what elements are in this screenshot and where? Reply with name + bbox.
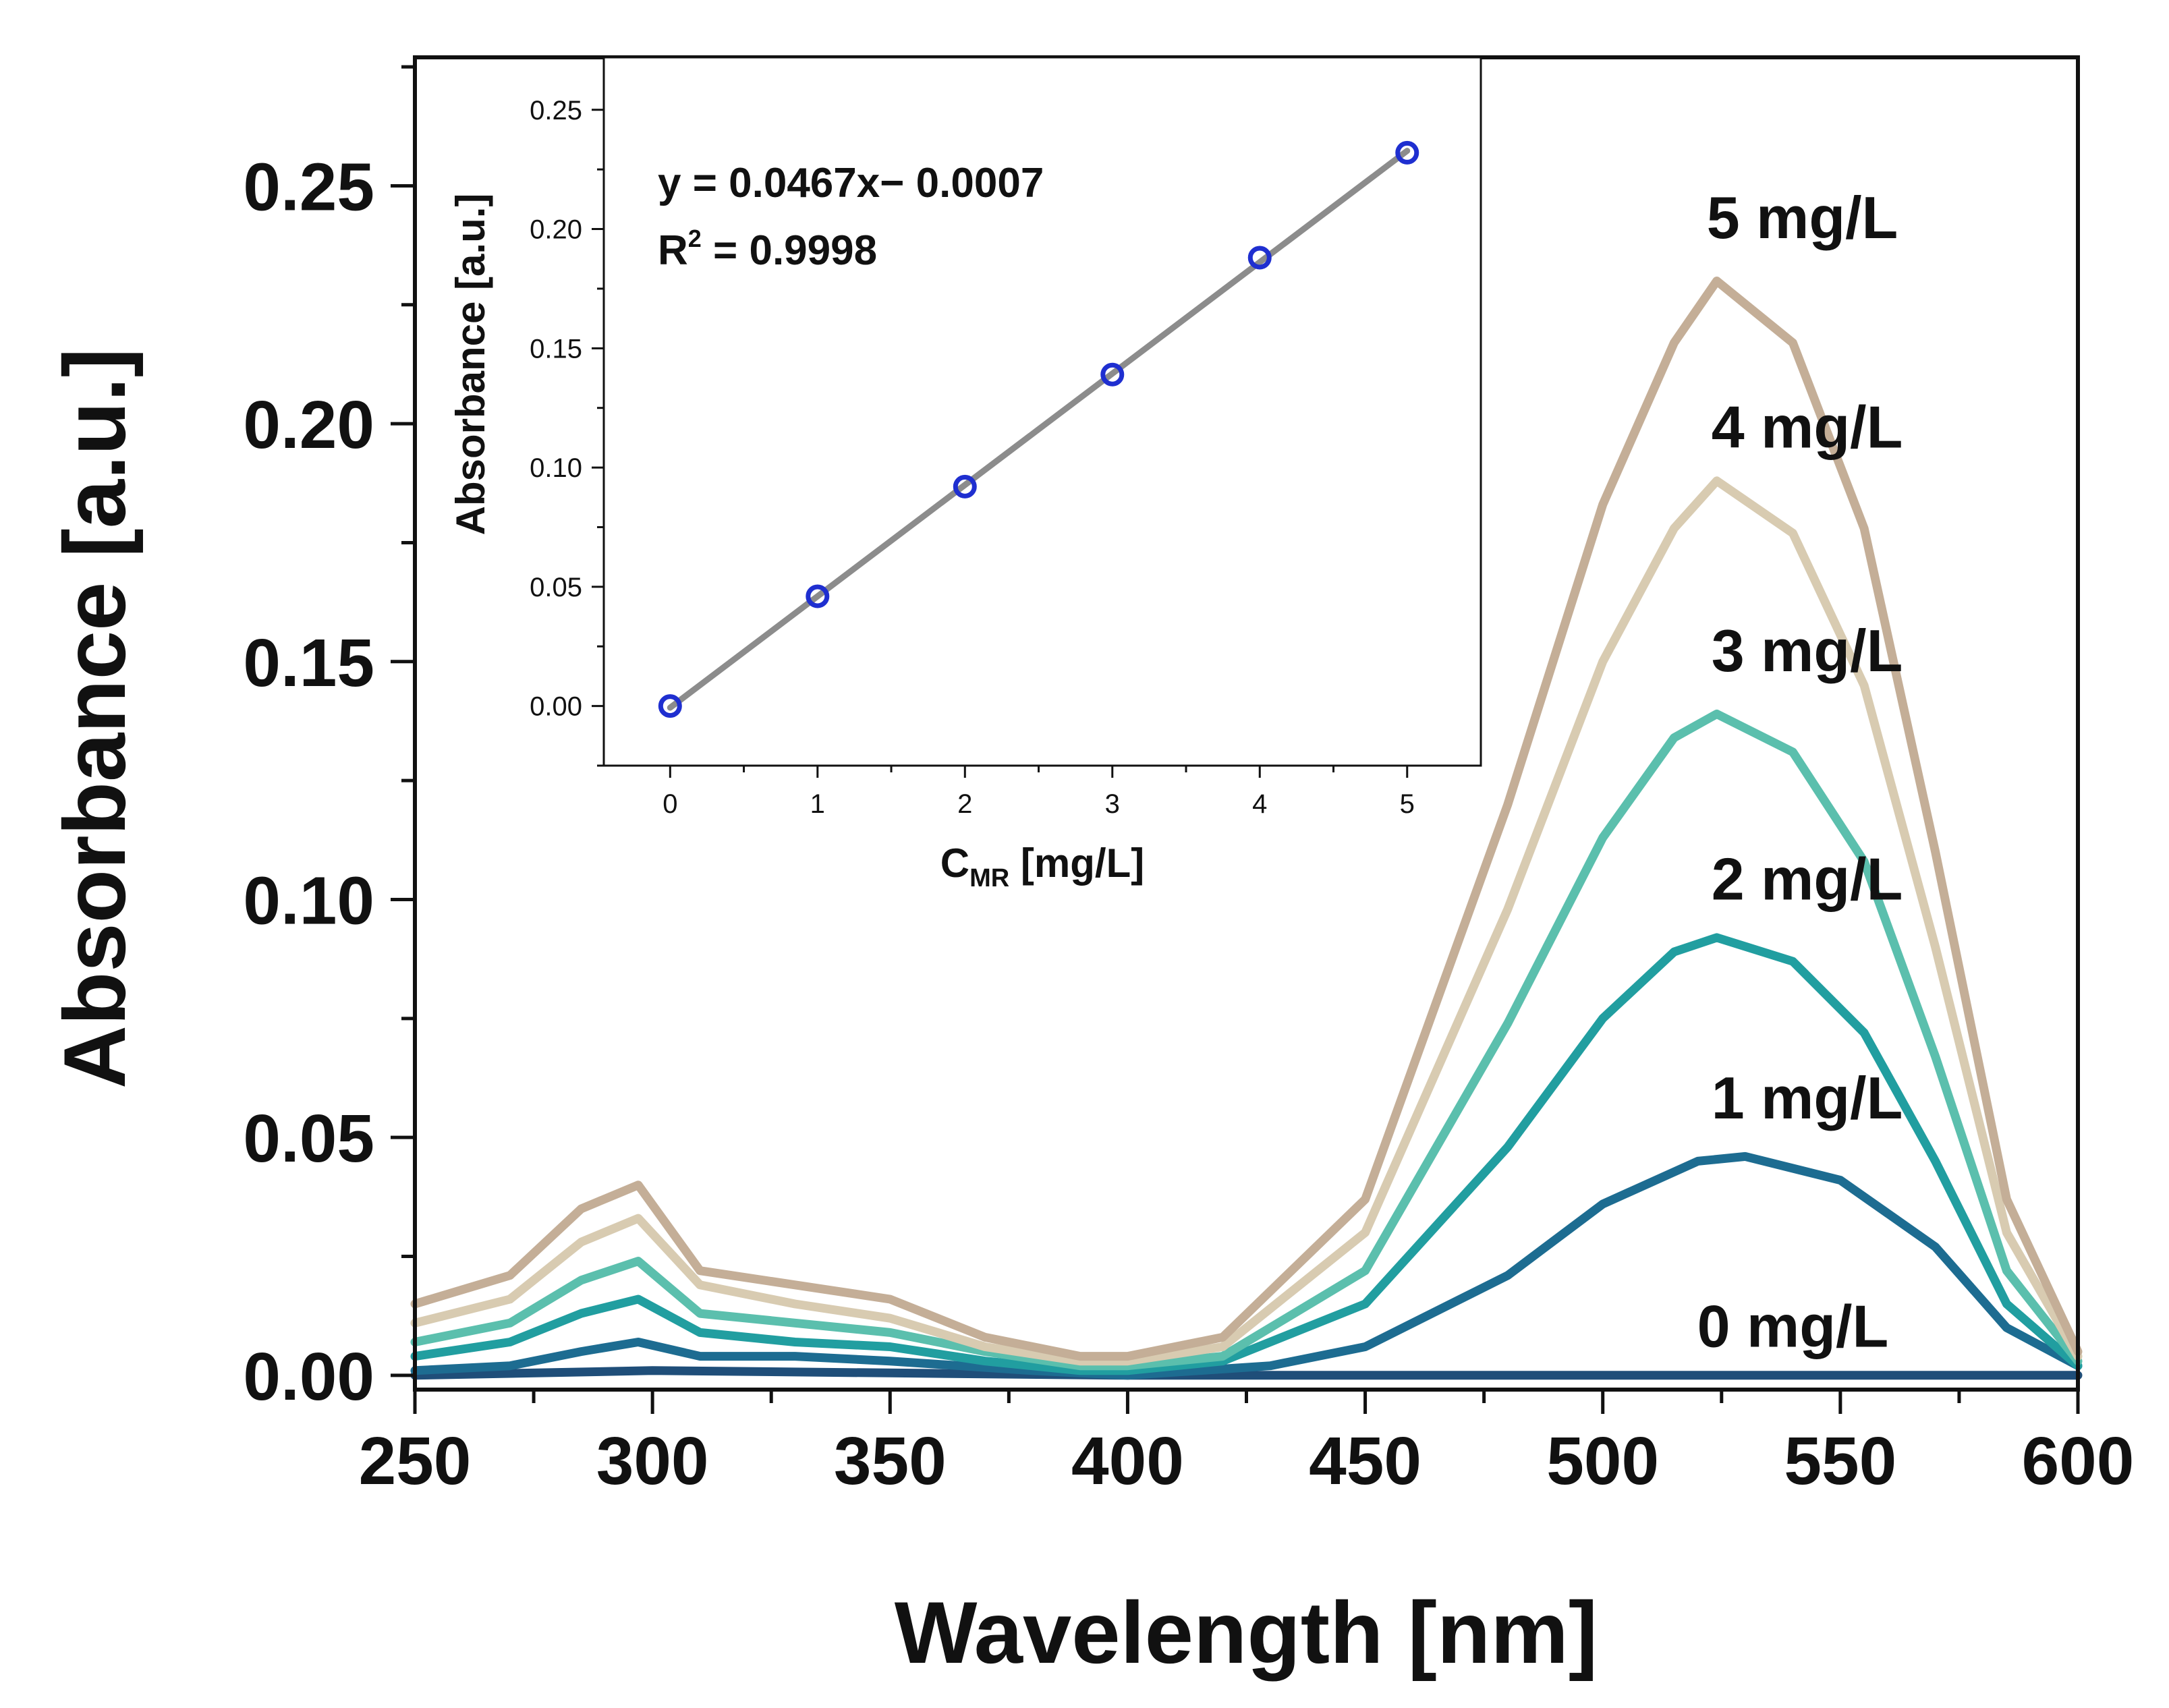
inset-x-label-main: C <box>940 841 969 886</box>
inset-fit-line <box>667 148 1411 711</box>
curve-2-mg-per-l <box>410 933 2083 1375</box>
inset-x-tick-label: 3 <box>1105 789 1120 819</box>
inset-x-axis-label: CMR [mg/L] <box>940 841 1144 892</box>
inset-y-tick-label: 0.15 <box>530 334 582 364</box>
inset-y-tick-label: 0.10 <box>530 453 582 483</box>
inset-x-tick-label: 5 <box>1400 789 1415 819</box>
inset-r2-prefix: R <box>658 227 688 274</box>
inset-r2-sup: 2 <box>688 225 702 252</box>
main-y-axis-label: Absorbance [a.u.] <box>45 348 144 1089</box>
curve-label-3-mg-per-l: 3 mg/L <box>1712 617 1903 684</box>
inset-y-tick-label: 0.05 <box>530 573 582 602</box>
main-x-tick-label: 350 <box>834 1423 947 1499</box>
main-y-ticks: 0.00 0.05 0.10 0.15 0.20 0.25 <box>243 65 415 1415</box>
inset-y-axis-label: Absorbance [a.u.] <box>448 194 493 536</box>
inset-x-tick-label: 1 <box>810 789 825 819</box>
main-x-ticks: 250 300 350 400 450 500 550 600 <box>359 1390 2135 1499</box>
curve-1-mg-per-l <box>410 1151 2083 1380</box>
main-x-tick-label: 500 <box>1546 1423 1659 1499</box>
curve-3-mg-per-l <box>410 709 2083 1371</box>
inset-x-label-sub: MR <box>969 864 1009 892</box>
inset-equation: y = 0.0467x− 0.0007 <box>658 160 1044 206</box>
main-chart: 250 300 350 400 450 500 550 600 0.000.050.100.1… <box>45 55 2135 1682</box>
curve-0-mg-per-l <box>410 1366 2083 1380</box>
main-x-tick-label: 250 <box>359 1423 472 1499</box>
inset-chart: 0 1 2 3 4 5 0.00 0.05 0.10 0.15 0.20 0.25 y = 0.04… <box>448 56 1482 892</box>
main-curves <box>410 277 2083 1380</box>
inset-data-point <box>1395 140 1419 165</box>
inset-x-tick-label: 4 <box>1252 789 1267 819</box>
main-curve-labels: 0 mg/L 1 mg/L 2 mg/L 3 mg/L 4 mg/L 5 mg/L <box>1697 184 1903 1359</box>
inset-data-point <box>658 694 682 718</box>
curve-label-2-mg-per-l: 2 mg/L <box>1712 845 1903 912</box>
inset-y-tick-label: 0.20 <box>530 215 582 245</box>
inset-data-point <box>1100 362 1125 387</box>
main-y-tick-label: 0.05 <box>243 1101 374 1176</box>
curve-label-0-mg-per-l: 0 mg/L <box>1697 1293 1889 1360</box>
inset-r2-rest: = 0.9998 <box>702 227 877 274</box>
curve-label-4-mg-per-l: 4 mg/L <box>1712 393 1903 460</box>
inset-data-point <box>1247 246 1272 270</box>
inset-x-ticks: 0 1 2 3 4 5 <box>663 766 1415 819</box>
inset-x-tick-label: 2 <box>957 789 972 819</box>
inset-data-point <box>953 474 977 499</box>
main-y-tick-label: 0.25 <box>243 149 374 225</box>
inset-x-label-rest: [mg/L] <box>1009 841 1144 886</box>
inset-y-tick-label: 0.25 <box>530 96 582 125</box>
main-x-tick-label: 550 <box>1784 1423 1896 1499</box>
inset-x-tick-label: 0 <box>663 789 677 819</box>
curve-5-mg-per-l <box>410 277 2083 1361</box>
inset-y-tick-label: 0.00 <box>530 692 582 722</box>
main-y-tick-label: 0.15 <box>243 625 374 701</box>
main-y-tick-label: 0.10 <box>243 863 374 938</box>
main-x-tick-label: 300 <box>596 1423 709 1499</box>
main-x-tick-label: 450 <box>1309 1423 1421 1499</box>
main-y-tick-label: 0.20 <box>243 387 374 463</box>
main-x-tick-label: 400 <box>1071 1423 1184 1499</box>
curve-label-5-mg-per-l: 5 mg/L <box>1707 184 1898 251</box>
curve-label-1-mg-per-l: 1 mg/L <box>1712 1064 1903 1131</box>
curve-4-mg-per-l <box>410 476 2083 1366</box>
inset-r-squared: R2 = 0.9998 <box>658 225 877 274</box>
inset-points <box>658 140 1419 718</box>
main-y-tick-label: 0.00 <box>243 1339 374 1415</box>
main-x-tick-label: 600 <box>2022 1423 2135 1499</box>
main-x-axis-label: Wavelength [nm] <box>895 1583 1598 1682</box>
inset-y-ticks: 0.00 0.05 0.10 0.15 0.20 0.25 <box>530 96 604 767</box>
inset-data-point <box>806 584 830 608</box>
